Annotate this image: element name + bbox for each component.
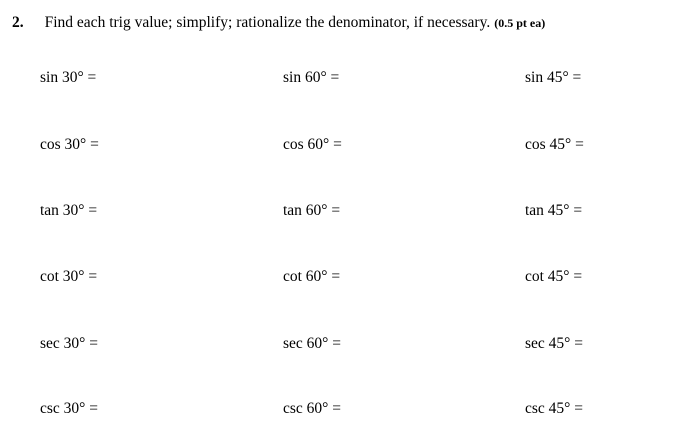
question-header: 2. Find each trig value; simplify; ration… bbox=[12, 13, 545, 33]
question-number: 2. bbox=[12, 14, 24, 31]
trig-expression-csc-30: csc 30° = bbox=[40, 400, 98, 417]
trig-expression-sin-60: sin 60° = bbox=[283, 69, 340, 86]
trig-expression-cot-45: cot 45° = bbox=[525, 268, 583, 285]
trig-expression-tan-45: tan 45° = bbox=[525, 202, 583, 219]
trig-expression-csc-60: csc 60° = bbox=[283, 400, 341, 417]
trig-expression-tan-30: tan 30° = bbox=[40, 202, 98, 219]
trig-expression-cot-30: cot 30° = bbox=[40, 268, 98, 285]
trig-expression-sec-60: sec 60° = bbox=[283, 335, 341, 352]
question-instruction: Find each trig value; simplify; rational… bbox=[44, 14, 491, 31]
trig-expression-sin-45: sin 45° = bbox=[525, 69, 582, 86]
trig-expression-cos-45: cos 45° = bbox=[525, 136, 584, 153]
trig-expression-cos-60: cos 60° = bbox=[283, 136, 342, 153]
trig-expression-sin-30: sin 30° = bbox=[40, 69, 97, 86]
trig-expression-sec-45: sec 45° = bbox=[525, 335, 583, 352]
trig-expression-tan-60: tan 60° = bbox=[283, 202, 341, 219]
points-note: (0.5 pt ea) bbox=[494, 16, 546, 30]
trig-expression-sec-30: sec 30° = bbox=[40, 335, 98, 352]
trig-expression-csc-45: csc 45° = bbox=[525, 400, 583, 417]
trig-expression-cot-60: cot 60° = bbox=[283, 268, 341, 285]
trig-expression-cos-30: cos 30° = bbox=[40, 136, 99, 153]
